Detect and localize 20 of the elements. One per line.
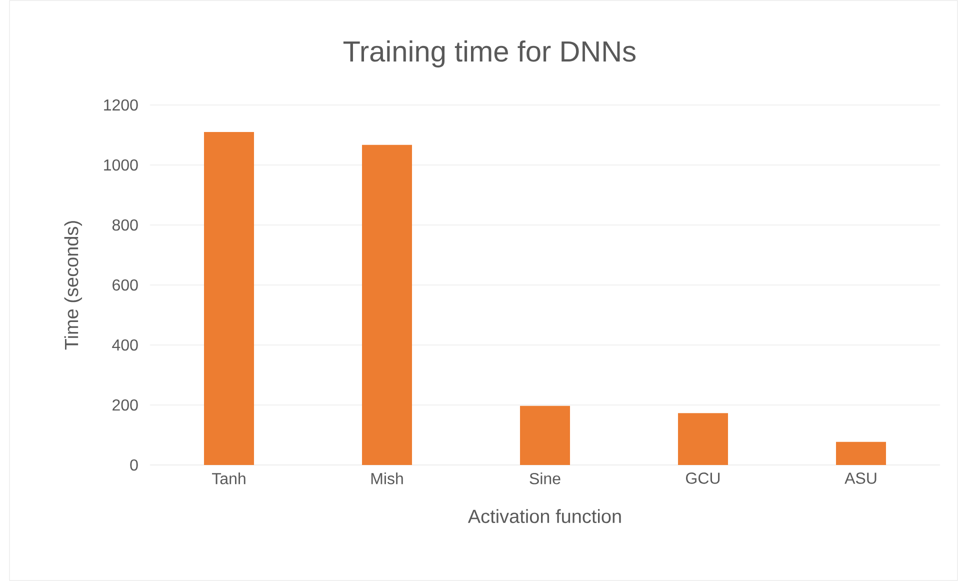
bar	[204, 132, 254, 465]
y-tick-label: 600	[112, 279, 138, 291]
bar	[678, 413, 728, 465]
x-tick-label: Tanh	[212, 472, 246, 484]
y-axis-title: Time (seconds)	[64, 221, 82, 350]
y-tick-label: 1000	[104, 159, 138, 171]
x-axis-title: Activation function	[468, 509, 621, 524]
y-tick-label: 400	[112, 339, 138, 351]
bar	[362, 144, 412, 465]
y-tick-label: 800	[112, 219, 138, 231]
x-tick-label: Mish	[371, 472, 403, 484]
x-tick-label: Sine	[530, 472, 560, 484]
y-tick-label: 0	[130, 459, 138, 471]
y-tick-label: 1200	[104, 99, 138, 111]
bar	[520, 406, 570, 465]
chart-title: Training time for DNNs	[343, 40, 636, 68]
x-tick-label: GCU	[686, 472, 720, 484]
y-tick-label: 200	[112, 399, 138, 411]
x-tick-label: ASU	[844, 472, 876, 484]
bar	[836, 442, 886, 465]
